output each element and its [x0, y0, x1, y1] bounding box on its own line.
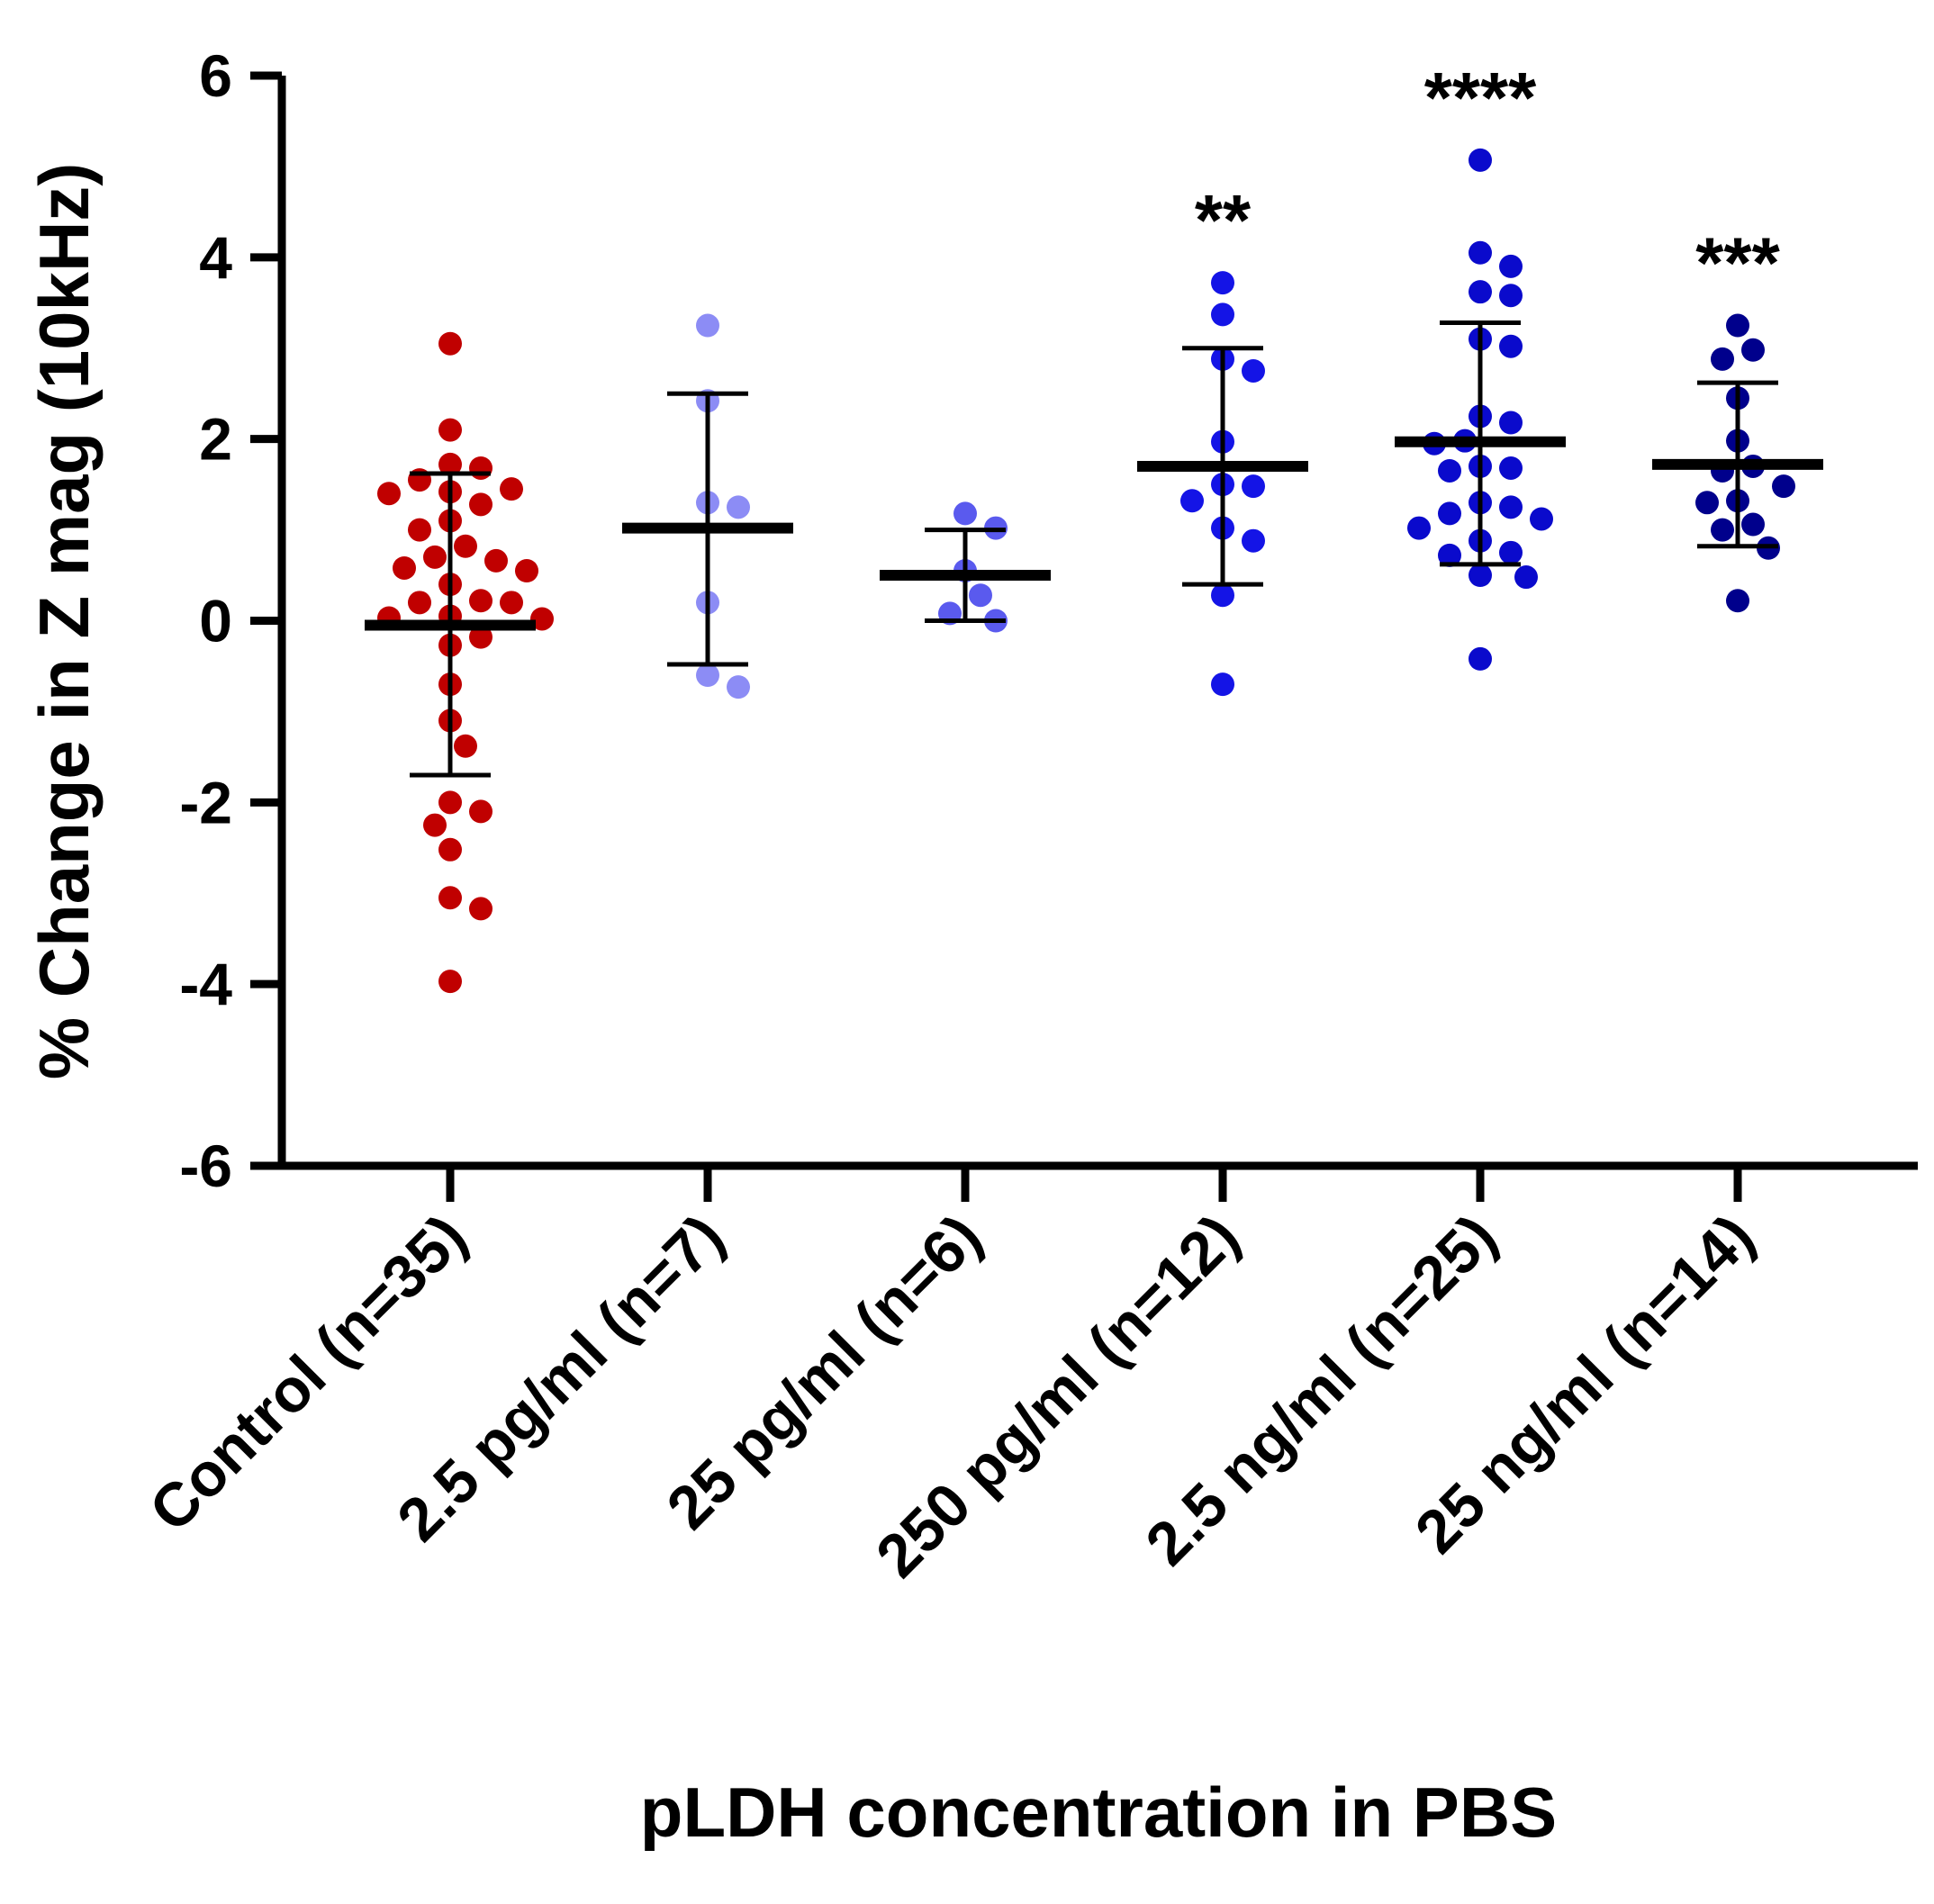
- significance-label: ***: [1695, 223, 1780, 303]
- data-point: [953, 501, 977, 526]
- data-point: [1741, 512, 1765, 537]
- data-point: [1695, 491, 1719, 515]
- data-point: [438, 452, 462, 476]
- data-point: [438, 418, 462, 442]
- data-point: [1499, 495, 1523, 519]
- group-1: [622, 313, 793, 699]
- data-point: [515, 558, 538, 582]
- significance-label: **: [1195, 180, 1252, 260]
- data-point: [1407, 516, 1431, 540]
- data-point: [727, 495, 750, 519]
- data-point: [438, 790, 462, 815]
- data-point: [423, 813, 447, 837]
- data-point: [1499, 411, 1523, 435]
- x-axis-title: pLDH concentration in PBS: [640, 1773, 1557, 1852]
- data-point: [1242, 474, 1265, 499]
- data-point: [1469, 280, 1492, 304]
- data-point: [408, 518, 431, 542]
- data-point: [1438, 458, 1461, 483]
- data-point: [1438, 501, 1461, 526]
- data-point: [469, 897, 493, 921]
- data-point: [377, 482, 401, 506]
- group-3: **: [1137, 180, 1308, 697]
- data-point: [969, 583, 992, 608]
- data-point: [1726, 589, 1749, 613]
- data-point: [1211, 672, 1234, 697]
- data-point: [469, 456, 493, 480]
- data-point: [408, 591, 431, 615]
- group-4: ****: [1395, 58, 1566, 671]
- group-2: [880, 501, 1051, 633]
- y-tick-label: -2: [179, 769, 232, 835]
- data-point: [1726, 313, 1749, 338]
- data-point: [1711, 347, 1734, 371]
- y-tick-label: -6: [179, 1132, 232, 1199]
- data-point: [1211, 583, 1234, 608]
- data-point: [484, 548, 508, 573]
- data-point: [530, 607, 554, 631]
- data-point: [469, 492, 493, 517]
- data-point: [1469, 240, 1492, 265]
- data-point: [469, 625, 493, 649]
- data-point: [438, 970, 462, 994]
- significance-label: ****: [1424, 58, 1537, 138]
- data-point: [454, 534, 477, 558]
- data-point: [1469, 564, 1492, 588]
- data-point: [1499, 284, 1523, 308]
- y-tick-label: 0: [199, 588, 232, 654]
- data-point: [1772, 474, 1795, 499]
- data-point: [1514, 565, 1538, 590]
- data-point: [1438, 543, 1461, 567]
- data-point: [696, 663, 719, 688]
- y-tick-label: 4: [199, 224, 232, 291]
- data-point: [454, 734, 477, 758]
- data-point: [1242, 528, 1265, 553]
- data-point: [1499, 334, 1523, 358]
- data-point: [1711, 518, 1734, 542]
- data-point: [438, 331, 462, 356]
- data-point: [1242, 358, 1265, 383]
- data-point: [438, 886, 462, 910]
- data-point: [727, 675, 750, 699]
- plot-marks: *********: [365, 58, 1823, 994]
- data-point: [1211, 271, 1234, 295]
- data-point: [1741, 338, 1765, 362]
- data-point: [1469, 646, 1492, 671]
- data-point: [1469, 148, 1492, 172]
- data-point: [438, 837, 462, 862]
- data-point: [1180, 489, 1204, 513]
- data-point: [1211, 302, 1234, 327]
- data-point: [1499, 254, 1523, 278]
- data-point: [696, 313, 719, 338]
- data-point: [500, 591, 523, 615]
- data-point: [1530, 507, 1553, 531]
- data-point: [469, 799, 493, 824]
- y-tick-label: 6: [199, 42, 232, 109]
- data-point: [423, 545, 447, 569]
- data-point: [1499, 456, 1523, 480]
- data-point: [469, 589, 493, 613]
- data-point: [1499, 540, 1523, 564]
- data-point: [393, 555, 416, 580]
- group-5: ***: [1652, 223, 1823, 613]
- y-tick-label: -4: [179, 951, 232, 1017]
- y-tick-label: 2: [199, 406, 232, 473]
- y-axis-title: % Change in Z mag (10kHz): [24, 163, 104, 1080]
- data-point: [500, 477, 523, 501]
- group-0: [365, 331, 554, 994]
